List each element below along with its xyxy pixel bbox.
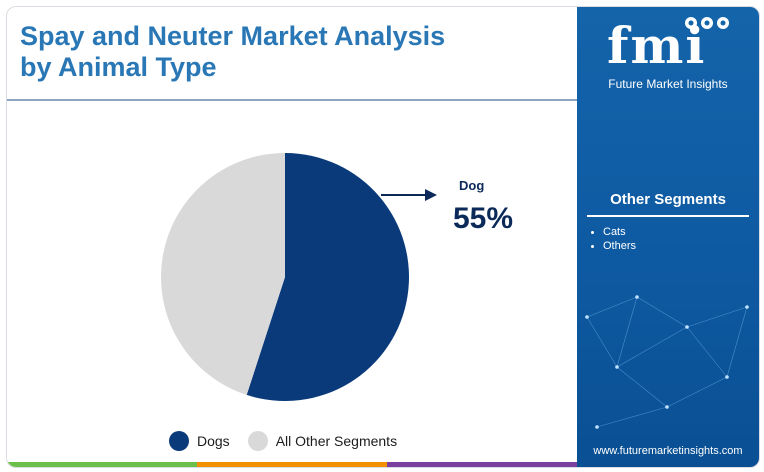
legend-swatch-dogs bbox=[169, 431, 189, 451]
legend-label-other: All Other Segments bbox=[275, 433, 398, 449]
sidebar-panel: fmi Future Market Insights Other Segment… bbox=[577, 7, 759, 467]
bottom-bar-orange bbox=[197, 462, 387, 467]
segment-label-cats: Cats bbox=[603, 226, 626, 238]
title-line-2: by Animal Type bbox=[20, 52, 217, 82]
callout-label: Dog bbox=[459, 178, 485, 193]
pie-slices bbox=[161, 153, 410, 402]
segment-item-others: Others bbox=[591, 239, 636, 253]
page-title: Spay and Neuter Market Analysis by Anima… bbox=[20, 21, 560, 83]
bullet-icon bbox=[591, 230, 594, 234]
bottom-bar-purple bbox=[387, 462, 577, 467]
pie-slice-all-other-segments bbox=[161, 153, 285, 395]
callout-value: 55% bbox=[453, 202, 514, 235]
segment-label-others: Others bbox=[603, 240, 637, 252]
segment-item-cats: Cats bbox=[591, 225, 636, 239]
pie-chart bbox=[161, 153, 437, 402]
legend-label-dogs: Dogs bbox=[197, 433, 230, 449]
bottom-color-bar bbox=[7, 462, 577, 467]
fmi-logo: fmi bbox=[607, 17, 729, 69]
website-url: www.futuremarketinsights.com bbox=[593, 445, 743, 457]
bottom-bar-green bbox=[7, 462, 197, 467]
pie-slice-dogs bbox=[246, 153, 410, 402]
chart-legend: Dogs All Other Segments bbox=[169, 431, 415, 451]
legend-item-dogs: Dogs bbox=[169, 431, 230, 451]
title-line-1: Spay and Neuter Market Analysis bbox=[20, 21, 446, 51]
network-graphic bbox=[585, 295, 749, 429]
callout-arrow bbox=[381, 189, 437, 201]
legend-swatch-other bbox=[247, 431, 268, 451]
report-card: Spay and Neuter Market Analysis by Anima… bbox=[6, 6, 760, 468]
other-segments-title: Other Segments bbox=[610, 191, 726, 208]
brand-name: Future Market Insights bbox=[608, 77, 728, 91]
bullet-icon bbox=[591, 244, 594, 248]
legend-item-other: All Other Segments bbox=[247, 431, 398, 451]
segments-divider bbox=[587, 215, 749, 217]
segments-list: Cats Others bbox=[591, 225, 636, 253]
title-divider bbox=[7, 99, 577, 101]
